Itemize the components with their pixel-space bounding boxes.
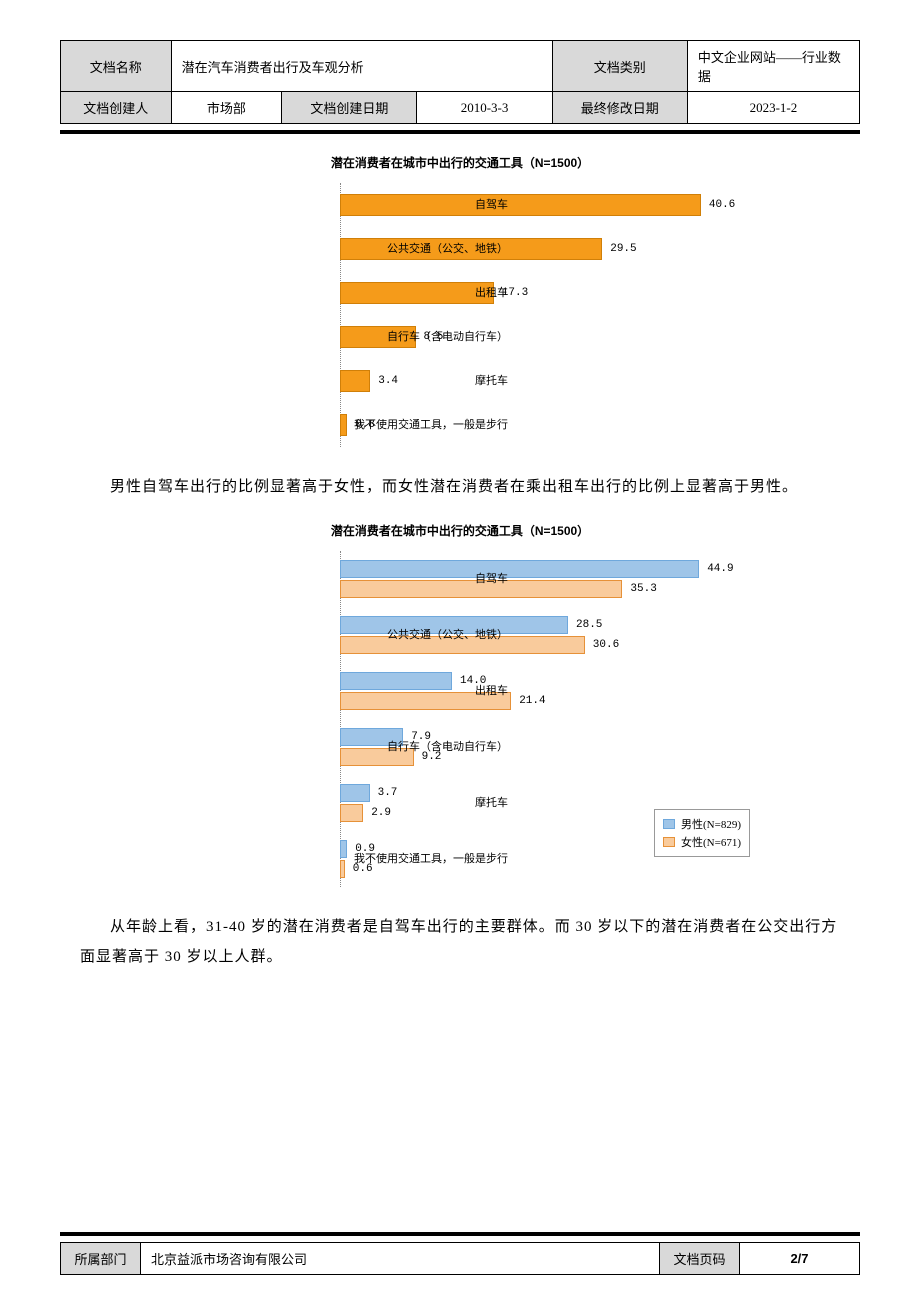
chart2-row: 我不使用交通工具，一般是步行0.90.6: [340, 831, 760, 887]
label-creator: 文档创建人: [61, 92, 172, 124]
label-create-date: 文档创建日期: [282, 92, 417, 124]
chart2-value-label: 30.6: [593, 639, 619, 651]
chart2: 潜在消费者在城市中出行的交通工具（N=1500） 男性(N=829)女性(N=6…: [160, 522, 760, 887]
chart2-row: 自驾车 44.9 35.3: [340, 551, 760, 607]
page-value: 2/7: [740, 1243, 860, 1275]
chart1: 潜在消费者在城市中出行的交通工具（N=1500） 自驾车 40.6 公共交通（公交、…: [160, 154, 760, 447]
chart2-value-label: 21.4: [519, 695, 545, 707]
footer: 所属部门 北京益派市场咨询有限公司 文档页码 2/7: [60, 1232, 860, 1275]
chart1-category-label: 我不使用交通工具，一般是步行: [340, 418, 516, 432]
chart1-row: 公共交通（公交、地铁） 29.5: [340, 227, 760, 271]
paragraph-2: 从年龄上看，31-40 岁的潜在消费者是自驾车出行的主要群体。而 30 岁以下的…: [80, 912, 840, 972]
chart1-category-label: 自行车（含电动自行车）: [340, 330, 516, 344]
label-mod-date: 最终修改日期: [552, 92, 687, 124]
label-doc-name: 文档名称: [61, 41, 172, 92]
chart2-category-label: 公共交通（公交、地铁）: [340, 628, 516, 642]
chart2-category-label: 自驾车: [340, 572, 516, 586]
chart2-category-label: 自行车（含电动自行车）: [340, 740, 516, 754]
label-page: 文档页码: [660, 1243, 740, 1275]
label-doc-type: 文档类别: [552, 41, 687, 92]
chart2-category-label: 摩托车: [340, 796, 516, 810]
header-table: 文档名称 潜在汽车消费者出行及车观分析 文档类别 中文企业网站——行业数据 文档…: [60, 40, 860, 124]
creator-value: 市场部: [171, 92, 282, 124]
chart1-category-label: 摩托车: [340, 374, 516, 388]
chart1-title: 潜在消费者在城市中出行的交通工具（N=1500）: [160, 154, 760, 171]
create-date-value: 2010-3-3: [417, 92, 552, 124]
chart2-row: 自行车（含电动自行车）7.99.2: [340, 719, 760, 775]
chart1-row: 我不使用交通工具，一般是步行0.8: [340, 403, 760, 447]
doc-type-value: 中文企业网站——行业数据: [687, 41, 859, 92]
paragraph-1: 男性自驾车出行的比例显著高于女性，而女性潜在消费者在乘出租车出行的比例上显著高于…: [80, 472, 840, 502]
chart1-category-label: 公共交通（公交、地铁）: [340, 242, 516, 256]
header-rule: [60, 130, 860, 134]
chart2-row: 出租车14.021.4: [340, 663, 760, 719]
chart1-value-label: 40.6: [709, 199, 735, 211]
chart1-row: 摩托车3.4: [340, 359, 760, 403]
dept-value: 北京益派市场咨询有限公司: [141, 1243, 660, 1275]
chart2-row: 摩托车3.72.9: [340, 775, 760, 831]
chart1-row: 自驾车 40.6: [340, 183, 760, 227]
doc-name-value: 潜在汽车消费者出行及车观分析: [171, 41, 552, 92]
chart1-category-label: 出租车: [340, 286, 516, 300]
chart2-body: 男性(N=829)女性(N=671) 自驾车44.935.3公共交通（公交、地铁…: [160, 551, 760, 887]
chart1-body: 自驾车40.6公共交通（公交、地铁）29.5出租车17.3自行车（含电动自行车）…: [160, 183, 760, 447]
mod-date-value: 2023-1-2: [687, 92, 859, 124]
chart2-row: 公共交通（公交、地铁） 28.5 30.6: [340, 607, 760, 663]
chart1-category-label: 自驾车: [340, 198, 516, 212]
chart2-value-label: 35.3: [630, 583, 656, 595]
chart2-category-label: 我不使用交通工具，一般是步行: [340, 852, 516, 866]
chart1-value-label: 29.5: [610, 243, 636, 255]
chart1-row: 自行车（含电动自行车）8.5: [340, 315, 760, 359]
footer-table: 所属部门 北京益派市场咨询有限公司 文档页码 2/7: [60, 1242, 860, 1275]
chart2-value-label: 28.5: [576, 619, 602, 631]
chart1-row: 出租车17.3: [340, 271, 760, 315]
chart2-value-label: 44.9: [707, 563, 733, 575]
chart2-category-label: 出租车: [340, 684, 516, 698]
label-dept: 所属部门: [61, 1243, 141, 1275]
footer-rule: [60, 1232, 860, 1236]
chart2-title: 潜在消费者在城市中出行的交通工具（N=1500）: [160, 522, 760, 539]
